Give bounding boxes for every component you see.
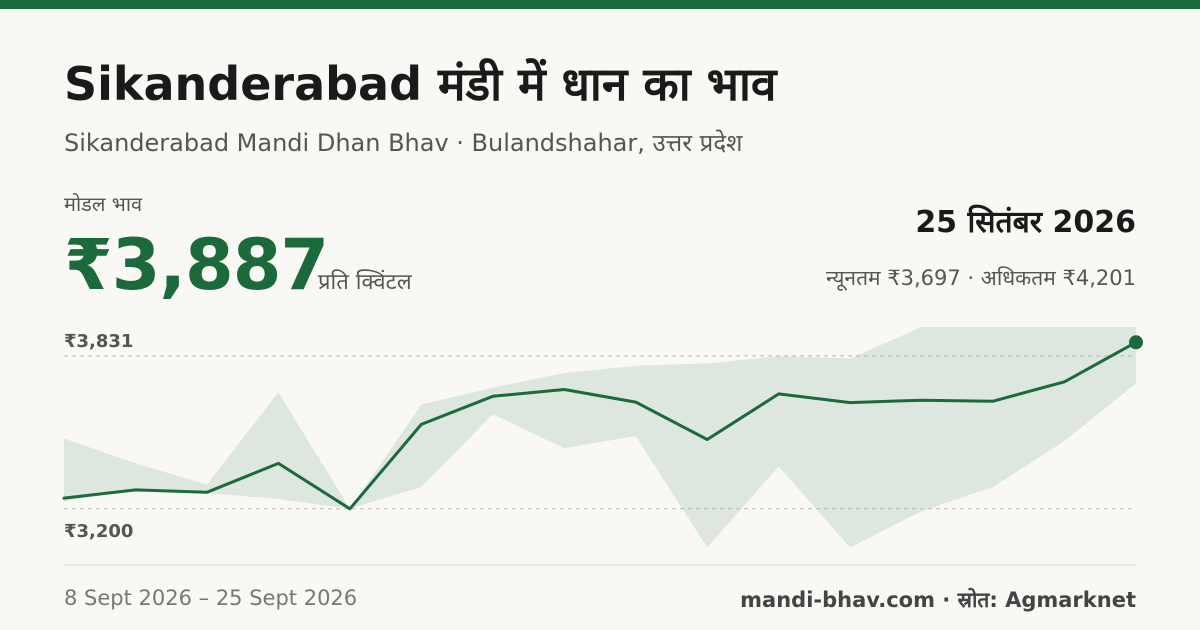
reference-label-1: ₹3,831 (64, 331, 133, 352)
footer-source: mandi-bhav.com · स्रोत: Agmarknet (740, 588, 1136, 612)
page-title: Sikanderabad मंडी में धान का भाव (64, 57, 777, 111)
latest-price-point (1129, 335, 1143, 350)
price-range: न्यूनतम ₹3,697 · अधिकतम ₹4,201 (826, 266, 1136, 290)
modal-price: ₹3,887 (64, 224, 329, 306)
footer-date-range: 8 Sept 2026 – 25 Sept 2026 (64, 586, 358, 610)
price-date: 25 सितंबर 2026 (915, 205, 1136, 240)
reference-label-2: ₹3,200 (64, 521, 133, 542)
modal-price-line (62, 340, 1138, 511)
price-unit: प्रति क्विंटल (318, 270, 412, 295)
page-subtitle: Sikanderabad Mandi Dhan Bhav · Bulandsha… (64, 129, 743, 157)
price-label: मोडल भाव (64, 192, 143, 216)
min-max-range-band (64, 327, 1136, 548)
top-accent-bar (0, 0, 1200, 9)
